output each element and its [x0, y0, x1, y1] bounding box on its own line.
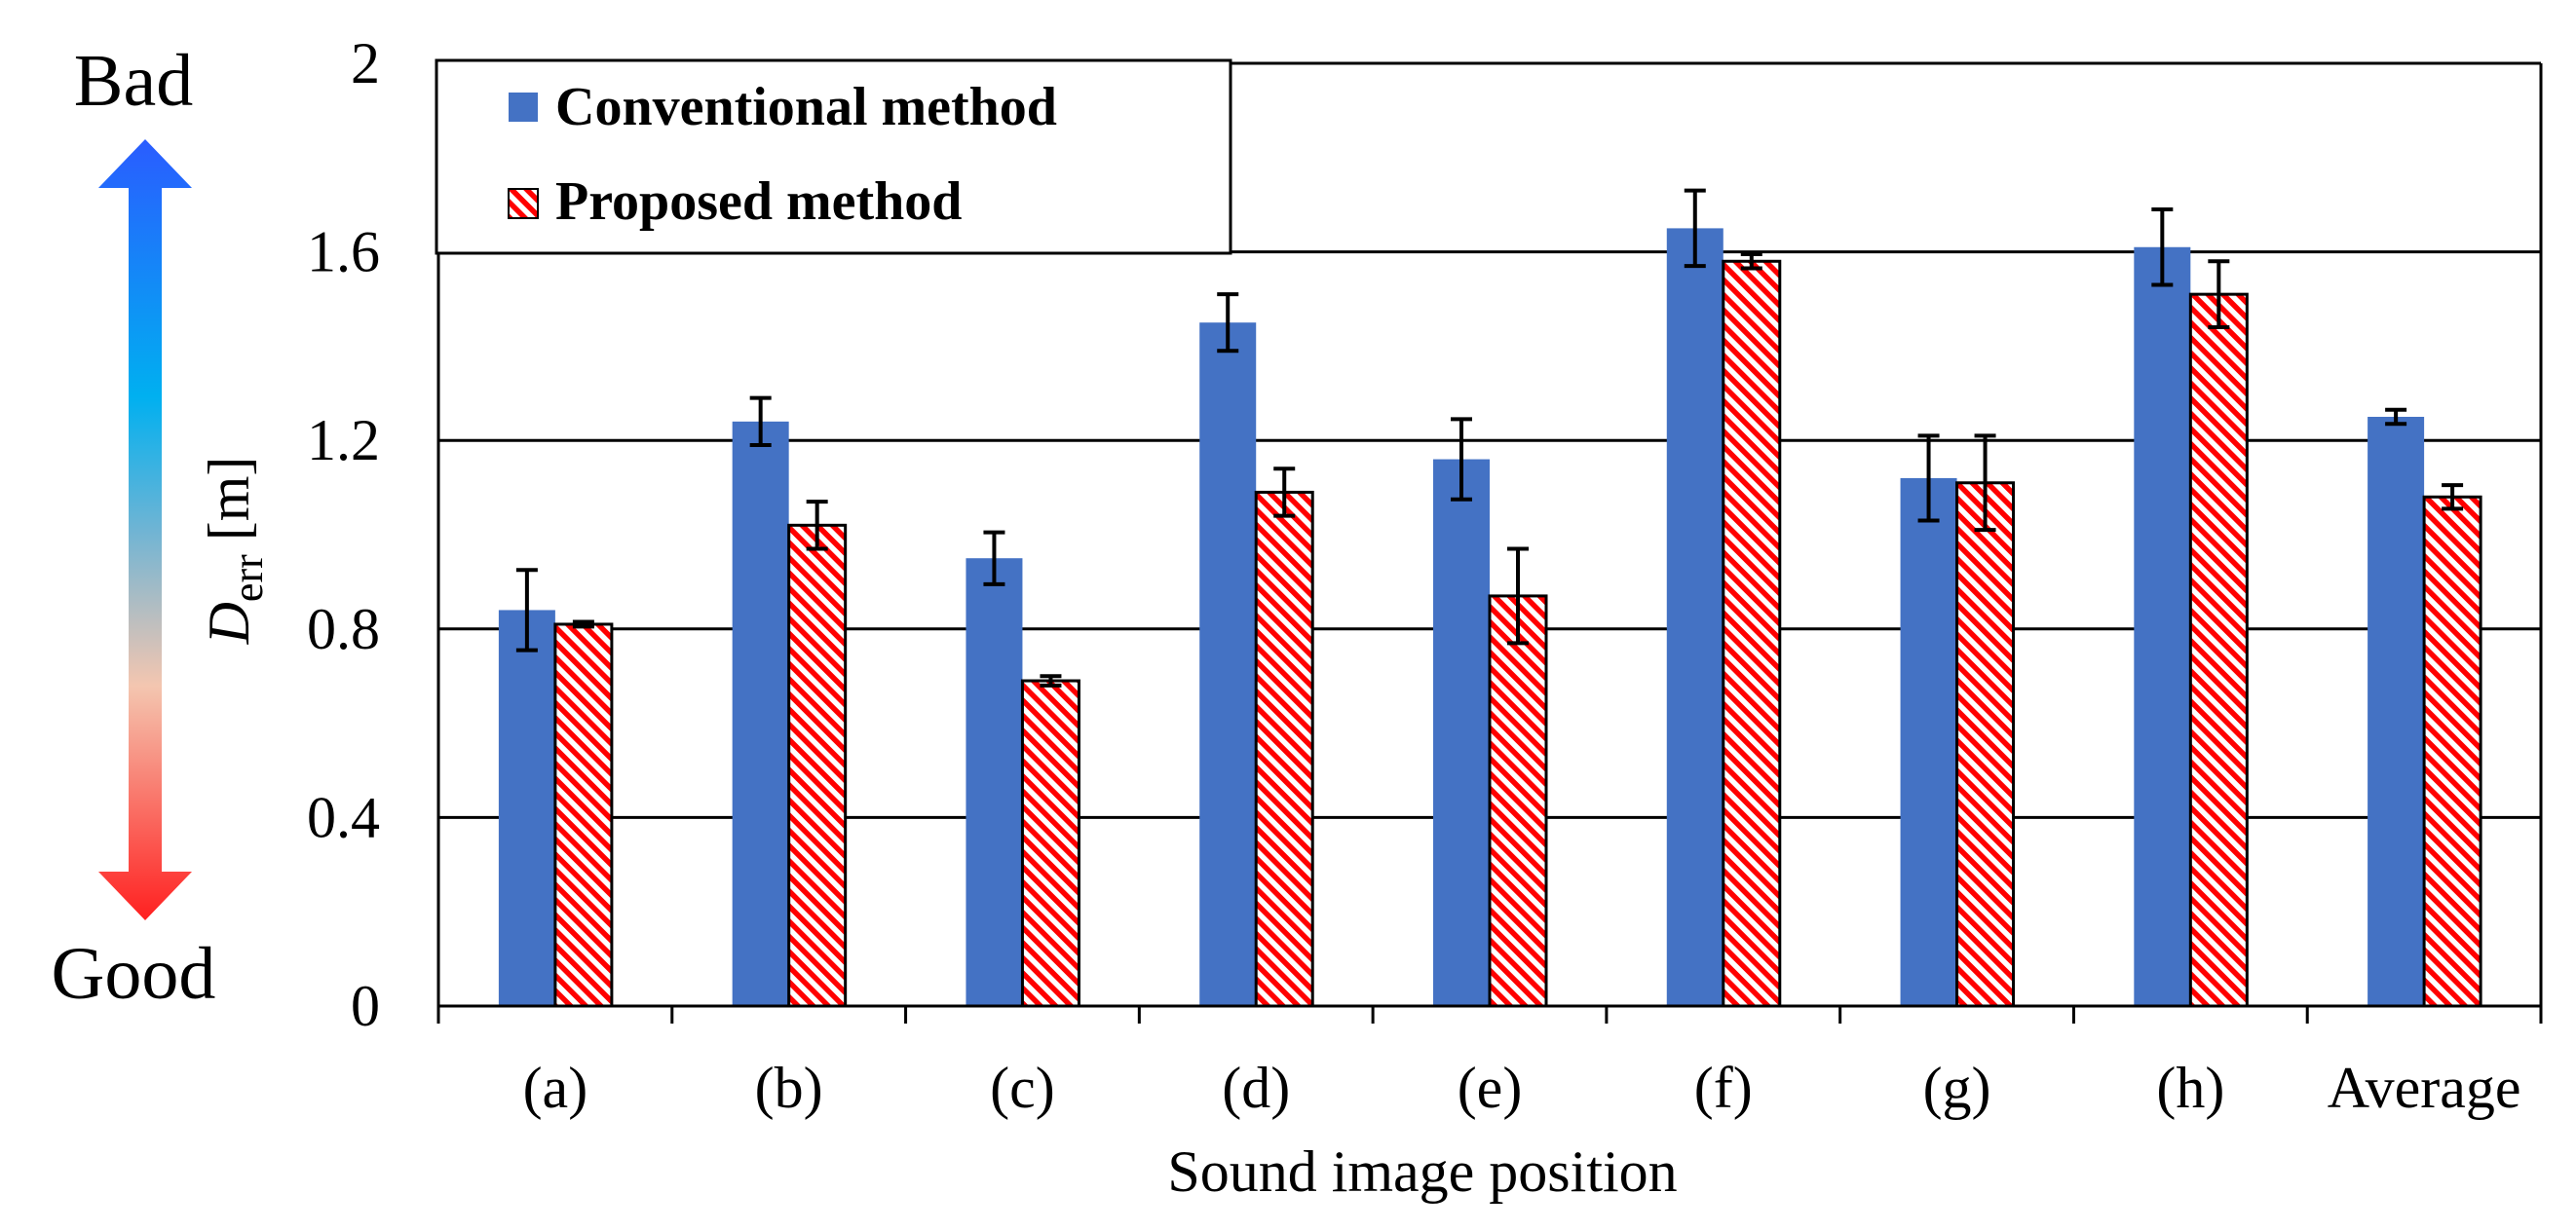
x-tick-label: (c): [990, 1056, 1055, 1120]
bar: [787, 523, 848, 1008]
quality-gradient-arrow: [98, 139, 192, 920]
x-tick-label: (f): [1694, 1056, 1753, 1120]
bad-label: Bad: [74, 40, 193, 122]
y-axis-label-subscript: err: [224, 554, 272, 602]
x-tick-label: (e): [1458, 1056, 1523, 1120]
legend: Conventional method Proposed method: [435, 58, 1232, 255]
legend-swatch-conventional: [509, 93, 538, 122]
bar: [1020, 679, 1080, 1008]
y-tick-label: 1.2: [307, 408, 380, 472]
y-tick-label: 0.8: [307, 597, 380, 661]
quality-indicator: Bad Good: [52, 40, 216, 1015]
bar: [1900, 477, 1957, 1006]
legend-label-proposed: Proposed method: [555, 171, 962, 232]
bar: [1955, 481, 2016, 1008]
x-tick-label: (b): [755, 1056, 823, 1120]
bar: [2422, 495, 2482, 1008]
bar: [732, 421, 789, 1007]
bar: [2134, 246, 2191, 1006]
good-label: Good: [52, 933, 216, 1015]
bar: [1199, 322, 1257, 1006]
y-tick-label: 0.4: [307, 785, 380, 849]
bar: [1433, 459, 1490, 1006]
x-axis-label: Sound image position: [1167, 1139, 1677, 1204]
x-tick-label: Average: [2328, 1056, 2521, 1120]
bars: [498, 228, 2482, 1008]
y-tick-label: 0: [351, 974, 380, 1038]
legend-swatch-proposed: [508, 188, 539, 219]
legend-label-conventional: Conventional method: [555, 77, 1057, 137]
x-tick-label: (g): [1923, 1056, 1991, 1120]
bar: [1722, 259, 1782, 1008]
bar: [2368, 417, 2425, 1006]
bar: [553, 622, 614, 1008]
y-axis-label: Derr [m]: [197, 457, 272, 646]
legend-box: [435, 58, 1232, 255]
y-axis-ticks: 0 0.4 0.8 1.2 1.6 2: [307, 31, 380, 1038]
bar: [498, 610, 555, 1006]
x-tick-label: (a): [523, 1056, 588, 1120]
bar: [1254, 490, 1314, 1008]
bar: [966, 558, 1023, 1006]
x-tick-label: (h): [2156, 1056, 2224, 1120]
error-bars: [515, 188, 2464, 688]
y-tick-label: 1.6: [307, 220, 380, 284]
y-axis-label-unit: [m]: [197, 457, 261, 541]
bar: [1488, 594, 1548, 1008]
bar: [1666, 228, 1724, 1006]
x-tick-label: (d): [1222, 1056, 1290, 1120]
y-axis-label-symbol: D: [197, 602, 261, 645]
x-axis-ticks: (a) (b) (c) (d) (e) (f) (g) (h) Average: [436, 1006, 2543, 1120]
bar: [2188, 292, 2249, 1008]
y-tick-label: 2: [351, 31, 380, 95]
